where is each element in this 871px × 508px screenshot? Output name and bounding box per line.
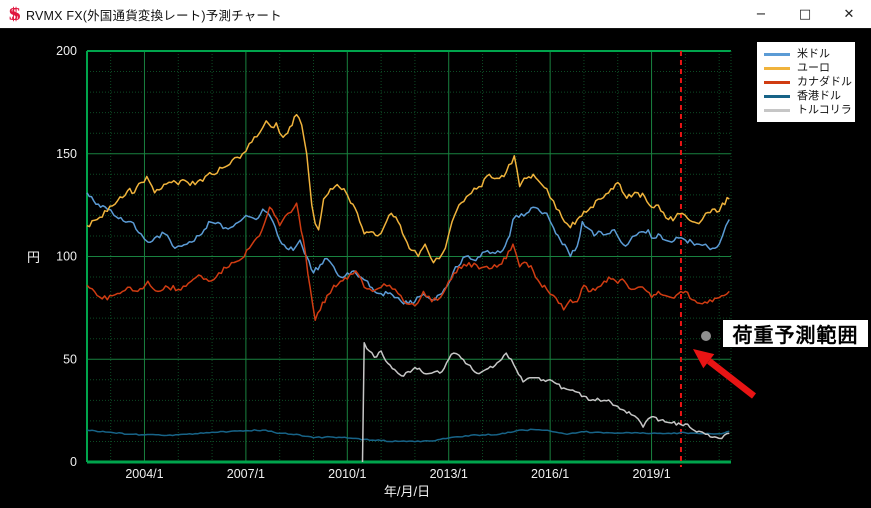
close-button[interactable]: ✕ (827, 0, 871, 28)
y-tick-label: 50 (63, 352, 77, 366)
legend-label-usd: 米ドル (797, 48, 830, 60)
series-line-try (361, 342, 730, 463)
legend-label-hkd: 香港ドル (797, 90, 841, 102)
legend: 米ドルユーロカナダドル香港ドルトルコリラ (757, 42, 855, 122)
x-tick-label: 2016/1 (531, 467, 569, 481)
legend-swatch-hkd (764, 94, 790, 98)
dollar-app-icon: $ (9, 4, 18, 24)
legend-item-cad: カナダドル (764, 75, 855, 89)
legend-item-try: トルコリラ (764, 103, 855, 117)
legend-item-eur: ユーロ (764, 61, 855, 75)
legend-label-try: トルコリラ (797, 104, 852, 116)
legend-label-cad: カナダドル (797, 76, 852, 88)
legend-swatch-try (764, 108, 790, 112)
legend-swatch-eur (764, 66, 790, 70)
window-controls: − □ ✕ (739, 0, 871, 28)
annotation-arrow-head (693, 349, 715, 369)
x-tick-label: 2010/1 (328, 467, 366, 481)
x-tick-label: 2004/1 (125, 467, 163, 481)
prediction-range-label: 荷重予測範囲 (722, 319, 869, 348)
legend-label-eur: ユーロ (797, 62, 830, 74)
minimize-button[interactable]: − (739, 0, 783, 28)
legend-item-hkd: 香港ドル (764, 89, 855, 103)
series-line-usd (86, 192, 730, 305)
legend-item-usd: 米ドル (764, 47, 855, 61)
y-tick-label: 150 (56, 147, 77, 161)
y-tick-label: 200 (56, 44, 77, 58)
series-line-eur (86, 113, 730, 264)
window-title: RVMX FX(外国通貨変換レート)予測チャート (26, 8, 282, 23)
maximize-button[interactable]: □ (783, 0, 827, 28)
prediction-range-dot (701, 331, 711, 341)
x-tick-label: 2019/1 (632, 467, 670, 481)
y-axis-label: 円 (27, 250, 41, 265)
legend-swatch-usd (764, 52, 790, 56)
x-tick-label: 2013/1 (430, 467, 468, 481)
series-line-hkd (86, 428, 730, 443)
y-tick-label: 100 (56, 250, 77, 264)
x-tick-label: 2007/1 (227, 467, 265, 481)
series-line-cad (86, 202, 730, 321)
y-tick-label: 0 (70, 455, 77, 469)
x-axis-label: 年/月/日 (383, 484, 431, 499)
title-bar: $ RVMX FX(外国通貨変換レート)予測チャート − □ ✕ (0, 0, 871, 29)
annotation-arrow-shaft (707, 358, 756, 399)
legend-swatch-cad (764, 80, 790, 84)
